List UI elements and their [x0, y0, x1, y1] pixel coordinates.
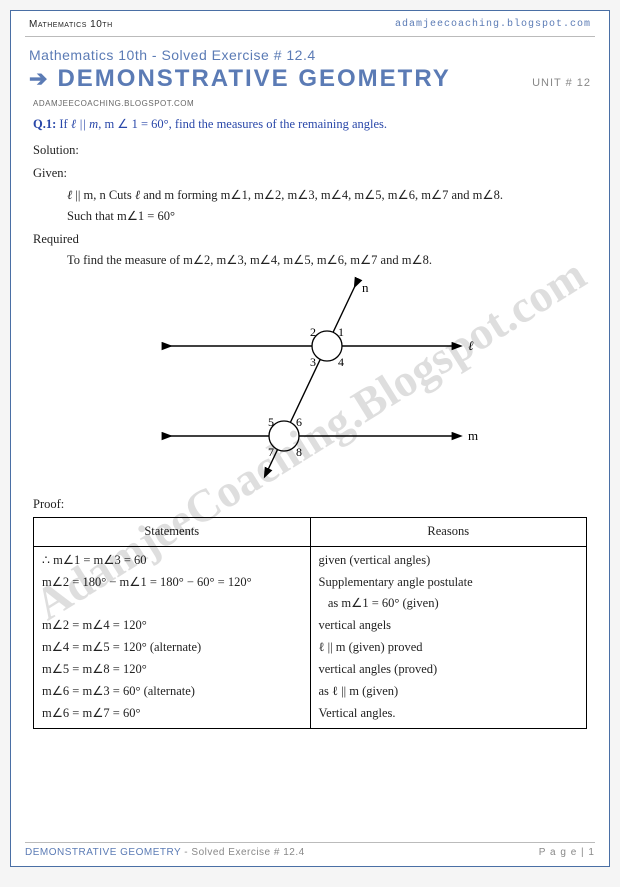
- question-text-b: ℓ || m: [71, 117, 98, 131]
- svg-text:7: 7: [268, 445, 274, 459]
- blog-url-small: ADAMJEECOACHING.BLOGSPOT.COM: [11, 93, 609, 116]
- svg-text:2: 2: [310, 325, 316, 339]
- footer-left: DEMONSTRATIVE GEOMETRY - Solved Exercise…: [25, 847, 305, 858]
- svg-text:6: 6: [296, 415, 302, 429]
- top-bar: Mathematics 10th adamjeecoaching.blogspo…: [11, 11, 609, 34]
- subtitle: Mathematics 10th - Solved Exercise # 12.…: [11, 47, 609, 63]
- arrow-icon: ➔: [29, 66, 47, 92]
- footer-page: P a g e | 1: [539, 847, 595, 858]
- svg-text:5: 5: [268, 415, 274, 429]
- given-line-2: Such that m∠1 = 60°: [33, 206, 587, 227]
- solution-label: Solution:: [33, 140, 587, 161]
- page-title: DEMONSTRATIVE GEOMETRY: [57, 65, 450, 93]
- given-line-1: ℓ || m, n Cuts ℓ and m forming m∠1, m∠2,…: [33, 185, 587, 206]
- question-text-a: If: [59, 117, 70, 131]
- parallel-lines-diagram: n ℓ m 1 2 3 4 5 6 7 8: [33, 276, 587, 486]
- question-text-c: , m ∠ 1 = 60°, find the measures of the …: [98, 117, 387, 131]
- unit-label: UNIT # 12: [532, 77, 591, 89]
- header-url: adamjeecoaching.blogspot.com: [395, 19, 591, 30]
- header-divider: [25, 36, 595, 37]
- svg-text:n: n: [362, 280, 369, 295]
- th-reasons: Reasons: [310, 517, 587, 546]
- svg-text:8: 8: [296, 445, 302, 459]
- required-label: Required: [33, 229, 587, 250]
- diagram-svg: n ℓ m 1 2 3 4 5 6 7 8: [130, 276, 490, 486]
- footer-title: DEMONSTRATIVE GEOMETRY: [25, 847, 181, 858]
- svg-text:1: 1: [338, 325, 344, 339]
- course-label: Mathematics 10th: [29, 19, 113, 30]
- svg-text:m: m: [468, 428, 478, 443]
- svg-text:3: 3: [310, 355, 316, 369]
- content: Q.1: If ℓ || m, m ∠ 1 = 60°, find the me…: [11, 116, 609, 729]
- title-row: ➔ DEMONSTRATIVE GEOMETRY UNIT # 12: [11, 63, 609, 93]
- svg-text:4: 4: [338, 355, 344, 369]
- solution-body: Solution: Given: ℓ || m, n Cuts ℓ and m …: [33, 140, 587, 729]
- proof-table: Statements Reasons ∴ m∠1 = m∠3 = 60m∠2 =…: [33, 517, 587, 729]
- given-label: Given:: [33, 163, 587, 184]
- footer-sub: - Solved Exercise # 12.4: [181, 847, 305, 858]
- th-statements: Statements: [34, 517, 311, 546]
- document-page: AdamjeeCoaching.Blogspot.com Mathematics…: [10, 10, 610, 867]
- question: Q.1: If ℓ || m, m ∠ 1 = 60°, find the me…: [33, 116, 587, 132]
- question-number: Q.1:: [33, 117, 56, 131]
- required-line-1: To find the measure of m∠2, m∠3, m∠4, m∠…: [33, 250, 587, 271]
- proof-label: Proof:: [33, 494, 587, 515]
- footer: DEMONSTRATIVE GEOMETRY - Solved Exercise…: [25, 842, 595, 858]
- svg-text:ℓ: ℓ: [468, 338, 474, 353]
